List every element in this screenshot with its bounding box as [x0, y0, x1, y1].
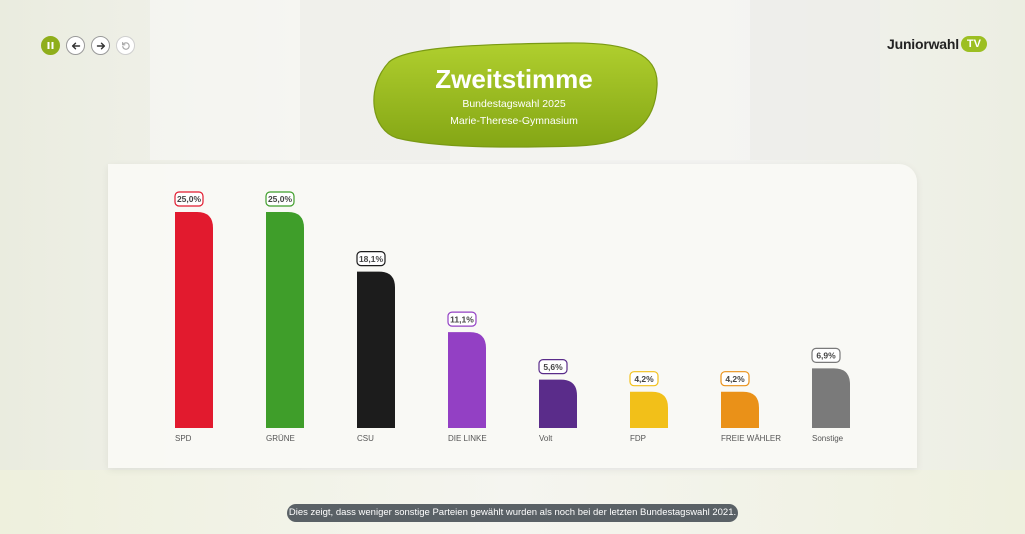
category-label: Sonstige — [812, 434, 844, 443]
caption-banner: Dies zeigt, dass weniger sonstige Partei… — [287, 504, 738, 522]
value-label: 25,0% — [268, 194, 293, 204]
bar — [721, 391, 759, 428]
bar — [357, 271, 395, 428]
category-label: GRÜNE — [266, 434, 295, 443]
bar-group: 5,6% Volt — [538, 359, 577, 443]
arrow-left-icon — [71, 42, 80, 49]
bar — [266, 212, 304, 428]
value-label-box — [538, 359, 568, 375]
value-label-box — [720, 371, 750, 387]
value-label: 4,2% — [725, 374, 745, 384]
bar — [812, 368, 850, 428]
election-subtitle: Bundestagswahl 2025 — [462, 98, 566, 110]
bar-group: 18,1% CSU — [356, 251, 395, 443]
category-label: SPD — [175, 434, 192, 443]
title-banner: Zweitstimme Bundestagswahl 2025 Marie-Th… — [367, 40, 661, 150]
bar — [175, 212, 213, 428]
value-label: 25,0% — [177, 194, 202, 204]
value-label-box — [174, 191, 204, 207]
bar-group: 4,2% FDP — [629, 371, 668, 443]
chart-panel: 25,0% SPD 25,0% GRÜNE 18,1% CSU 11,1% DIE LINKE… — [108, 164, 917, 468]
bar-group: 11,1% DIE LINKE — [447, 311, 487, 443]
bar-group: 25,0% GRÜNE — [265, 191, 304, 443]
logo-badge: TV — [960, 36, 987, 52]
value-label: 4,2% — [634, 374, 654, 384]
value-label: 6,9% — [816, 351, 836, 361]
bar — [448, 332, 486, 428]
category-label: CSU — [357, 434, 374, 443]
category-label: DIE LINKE — [448, 434, 487, 443]
value-label-box — [629, 371, 659, 387]
bar-chart: 25,0% SPD 25,0% GRÜNE 18,1% CSU 11,1% DIE LINKE… — [174, 191, 850, 443]
playback-controls — [41, 36, 135, 55]
bar-group: 4,2% FREIE WÄHLER — [720, 371, 781, 443]
value-label-box — [811, 347, 841, 363]
arrow-right-icon — [96, 42, 105, 49]
school-name: Marie-Therese-Gymnasium — [450, 115, 578, 127]
category-label: FDP — [630, 434, 646, 443]
bar — [539, 379, 577, 428]
bar-group: 6,9% Sonstige — [811, 347, 850, 443]
previous-button[interactable] — [66, 36, 85, 55]
pause-icon — [47, 42, 54, 49]
page-title: Zweitstimme — [435, 64, 593, 94]
value-label: 11,1% — [450, 314, 474, 324]
replay-button[interactable] — [116, 36, 135, 55]
next-button[interactable] — [91, 36, 110, 55]
bar-group: 25,0% SPD — [174, 191, 213, 443]
value-label-box — [356, 251, 386, 267]
value-label: 18,1% — [359, 254, 384, 264]
category-label: Volt — [539, 434, 553, 443]
value-label-box — [447, 311, 477, 327]
logo-text: Juniorwahl — [887, 36, 959, 52]
pause-button[interactable] — [41, 36, 60, 55]
value-label-box — [265, 191, 295, 207]
category-label: FREIE WÄHLER — [721, 434, 781, 443]
juniorwahl-tv-logo: Juniorwahl TV — [887, 36, 987, 52]
replay-icon — [121, 41, 130, 50]
bar — [630, 391, 668, 428]
title-blob-shape — [373, 42, 658, 148]
value-label: 5,6% — [543, 362, 563, 372]
